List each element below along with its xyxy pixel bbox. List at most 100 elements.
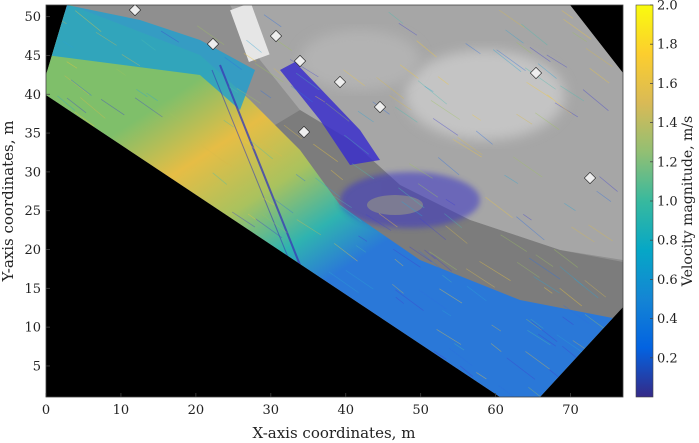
velocity-streak <box>530 318 544 329</box>
velocity-streak <box>516 113 533 125</box>
velocity-streak <box>169 113 182 123</box>
velocity-streak <box>465 43 481 55</box>
target-marker <box>297 125 311 139</box>
velocity-streak <box>116 68 126 76</box>
velocity-streak <box>445 225 468 244</box>
velocity-streak <box>146 92 158 102</box>
velocity-streak <box>513 156 543 178</box>
velocity-streak <box>246 39 262 53</box>
velocity-streak <box>563 305 590 324</box>
velocity-streak <box>516 261 540 278</box>
target-marker <box>293 54 307 68</box>
y-tick-label: 50 <box>24 10 41 25</box>
target-marker <box>529 66 543 80</box>
velocity-streak <box>535 254 554 267</box>
velocity-streak <box>409 163 433 179</box>
velocity-streak <box>589 68 610 84</box>
colorbar-tick-label: 1.0 <box>657 195 678 210</box>
velocity-streak <box>531 321 558 342</box>
velocity-streak <box>496 49 526 71</box>
velocity-streak <box>70 79 92 96</box>
velocity-streak <box>560 85 585 102</box>
velocity-streak <box>429 251 457 271</box>
velocity-streak <box>582 89 609 111</box>
velocity-streak <box>553 249 578 268</box>
colorbar-tick-label: 2.0 <box>657 0 678 14</box>
velocity-streak <box>439 288 463 304</box>
velocity-streak <box>535 112 560 130</box>
velocity-streak <box>197 25 225 46</box>
velocity-streak <box>355 245 367 253</box>
velocity-streak <box>66 61 78 69</box>
velocity-streak <box>276 39 293 52</box>
velocity-streak <box>365 214 392 231</box>
velocity-streak <box>432 118 459 136</box>
velocity-streak <box>547 94 572 115</box>
colorbar-tick-label: 1.2 <box>657 155 678 170</box>
velocity-streak <box>315 177 341 198</box>
velocity-streak <box>524 67 556 90</box>
velocity-streak <box>296 219 322 236</box>
velocity-streak <box>330 169 344 181</box>
velocity-streak <box>528 257 561 280</box>
velocity-streak <box>401 201 423 217</box>
velocity-streak <box>596 190 612 202</box>
eddy-core <box>367 195 423 215</box>
colorbar-tick-label: 1.4 <box>657 116 678 131</box>
velocity-streak <box>442 310 452 317</box>
aerial-image <box>46 5 623 397</box>
velocity-streak <box>333 196 352 208</box>
velocity-streak <box>562 316 574 325</box>
colorbar-tick-label: 0.4 <box>657 312 678 327</box>
velocity-streak <box>424 86 434 93</box>
target-markers <box>128 5 597 185</box>
velocity-streak <box>295 174 306 182</box>
velocity-streak <box>585 47 613 67</box>
target-marker <box>373 100 387 114</box>
velocity-streak <box>261 214 288 234</box>
velocity-streak <box>160 30 180 43</box>
y-axis-title: Y-axis coordinates, m <box>0 121 17 283</box>
target-marker <box>333 75 347 89</box>
velocity-streak <box>247 213 257 221</box>
velocity-streak <box>417 183 439 198</box>
colorbar-tick-label: 0.6 <box>657 273 678 288</box>
velocity-streak <box>398 187 425 209</box>
velocity-streak <box>224 57 243 71</box>
velocity-streak <box>492 49 522 72</box>
x-axis-title: X-axis coordinates, m <box>253 424 416 442</box>
velocity-streak <box>358 235 368 242</box>
concrete-pier <box>230 5 270 62</box>
velocity-streak <box>134 97 163 118</box>
colorbar-title: Velocity magnitude, m/s <box>680 116 696 287</box>
velocity-streak <box>201 144 229 165</box>
y-tick-label: 40 <box>24 88 41 103</box>
velocity-streak <box>506 357 536 380</box>
velocity-streak <box>563 18 592 40</box>
velocity-streak <box>260 90 272 99</box>
target-marker <box>128 5 142 17</box>
seam-line <box>219 64 301 266</box>
velocity-streak <box>452 138 482 158</box>
velocity-streak <box>490 343 502 352</box>
velocity-streak <box>250 140 273 160</box>
velocity-streak <box>431 254 453 272</box>
target-marker <box>206 37 220 51</box>
target-marker <box>583 171 597 185</box>
velocity-streak <box>573 278 599 299</box>
velocity-streak <box>244 140 258 151</box>
velocity-streak <box>572 32 587 42</box>
velocity-streak <box>376 77 405 99</box>
velocity-streak <box>454 343 465 351</box>
colorbar-tick-label: 0.8 <box>657 234 678 249</box>
velocity-streak <box>273 198 294 214</box>
velocity-streak <box>526 318 542 331</box>
velocity-streak <box>141 39 156 51</box>
velocity-streak <box>328 271 359 293</box>
velocity-streak <box>418 289 447 310</box>
velocity-streak <box>516 42 532 54</box>
velocity-streak <box>442 274 452 283</box>
velocity-streak <box>554 102 579 118</box>
plot-frame <box>45 4 624 398</box>
y-tick-label: 30 <box>24 165 41 180</box>
